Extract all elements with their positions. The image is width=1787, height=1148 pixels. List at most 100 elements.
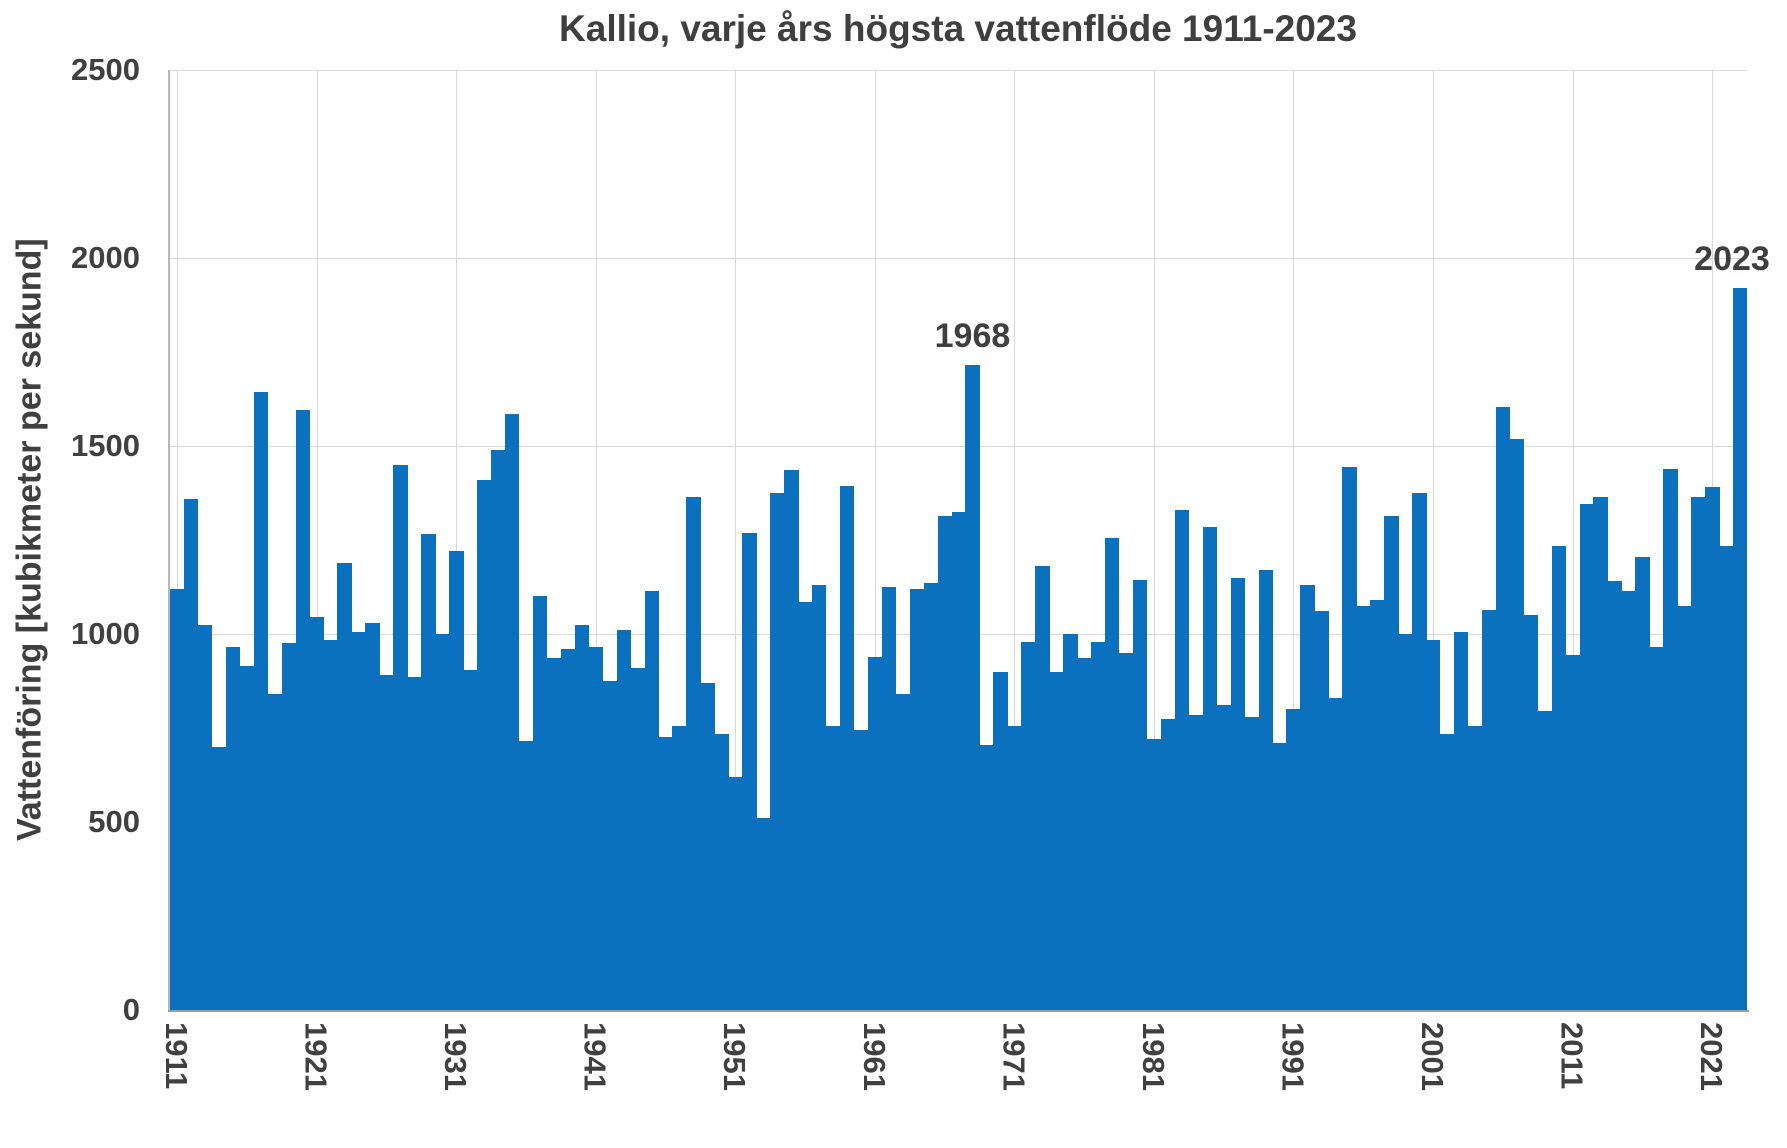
bar-1974 [1049, 671, 1064, 1010]
x-tick-label-1991: 1991 [1275, 1022, 1311, 1091]
bar-1939 [560, 649, 576, 1010]
bar-1961 [867, 656, 883, 1010]
y-axis-title: Vattenföring [kubikmeter per sekund] [10, 238, 49, 842]
bar-2015 [1621, 590, 1636, 1010]
annotation-1968: 1968 [934, 317, 1011, 356]
bar-1989 [1258, 570, 1273, 1010]
x-tick-label-1921: 1921 [298, 1022, 334, 1091]
x-tick-label-1981: 1981 [1135, 1022, 1171, 1091]
annotation-2023: 2023 [1694, 240, 1770, 279]
bar-1997 [1370, 600, 1385, 1010]
bar-1954 [770, 493, 785, 1010]
bar-2008 [1523, 615, 1539, 1010]
bar-1912 [183, 498, 199, 1010]
bar-1977 [1091, 641, 1106, 1010]
bar-1981 [1146, 739, 1162, 1010]
bar-2007 [1509, 438, 1525, 1010]
bar-1926 [379, 675, 394, 1010]
bar-1929 [421, 534, 436, 1010]
bar-2005 [1481, 609, 1497, 1010]
bar-1985 [1202, 526, 1218, 1010]
x-tick-label-1971: 1971 [996, 1022, 1032, 1091]
bar-1934 [490, 449, 506, 1010]
bar-2023 [1733, 288, 1748, 1010]
bar-1972 [1021, 641, 1036, 1010]
gridline-v-2001 [1433, 70, 1434, 1010]
bar-1979 [1118, 652, 1134, 1010]
bar-2019 [1677, 605, 1692, 1010]
bar-1935 [504, 414, 520, 1010]
bar-2016 [1635, 556, 1650, 1010]
bar-2014 [1607, 581, 1622, 1010]
bar-2012 [1579, 504, 1594, 1010]
bar-1950 [714, 733, 729, 1010]
bar-1984 [1188, 714, 1204, 1010]
bar-1914 [211, 746, 227, 1010]
x-tick-label-2001: 2001 [1414, 1022, 1450, 1091]
bar-1947 [672, 726, 687, 1010]
bar-1966 [937, 515, 953, 1010]
x-tick-label-1911: 1911 [158, 1022, 194, 1090]
bar-1923 [337, 562, 352, 1010]
gridline-v-1971 [1014, 70, 1016, 1010]
bar-2003 [1453, 632, 1469, 1010]
x-tick-label-1961: 1961 [856, 1022, 892, 1091]
y-tick-label-0: 0 [122, 992, 140, 1027]
bar-1975 [1063, 634, 1078, 1010]
bar-1940 [574, 624, 590, 1010]
bar-2021 [1705, 487, 1720, 1010]
gridline-h-2000 [170, 258, 1747, 259]
bar-1960 [853, 729, 869, 1010]
bar-1913 [197, 624, 213, 1010]
bar-1965 [923, 583, 939, 1010]
bar-1955 [784, 470, 799, 1010]
gridline-h-1500 [170, 446, 1747, 447]
bar-1953 [756, 818, 771, 1010]
bar-1949 [700, 682, 715, 1010]
bar-1973 [1035, 566, 1050, 1010]
gridline-h-2500 [170, 70, 1747, 71]
bar-1971 [1007, 726, 1022, 1010]
bar-1958 [825, 726, 841, 1010]
x-tick-label-1941: 1941 [577, 1022, 613, 1091]
bar-1944 [630, 667, 645, 1010]
bar-1938 [546, 658, 562, 1010]
bar-1936 [518, 741, 534, 1010]
y-tick-label-2500: 2500 [71, 52, 140, 87]
bar-1995 [1342, 466, 1357, 1010]
bar-1983 [1174, 509, 1190, 1010]
bar-1956 [798, 602, 813, 1010]
bar-1925 [365, 622, 380, 1010]
gridline-v-2011 [1572, 70, 1574, 1010]
bar-1942 [602, 681, 618, 1010]
bar-1978 [1105, 538, 1120, 1010]
bar-1930 [435, 634, 450, 1010]
bar-1970 [993, 671, 1008, 1010]
bar-1952 [742, 532, 757, 1010]
bar-1931 [449, 551, 464, 1010]
bar-1951 [728, 776, 743, 1010]
gridline-v-1921 [316, 70, 318, 1010]
bar-1957 [811, 585, 827, 1010]
bar-2001 [1426, 639, 1441, 1010]
bar-1969 [979, 744, 994, 1010]
bar-1967 [951, 511, 966, 1010]
bar-2018 [1663, 468, 1678, 1010]
bar-2011 [1565, 654, 1581, 1010]
gridline-v-1931 [456, 70, 458, 1010]
gridline-v-1991 [1293, 70, 1295, 1010]
bar-1962 [881, 587, 897, 1010]
y-tick-label-500: 500 [88, 804, 140, 839]
bar-1918 [267, 694, 283, 1010]
bar-1992 [1300, 585, 1315, 1010]
x-tick-label-2011: 2011 [1554, 1022, 1590, 1090]
bar-2017 [1649, 647, 1664, 1010]
bar-1937 [532, 596, 548, 1010]
bar-2013 [1593, 496, 1608, 1010]
y-axis-line [168, 70, 170, 1010]
bar-1927 [393, 464, 408, 1010]
bar-1922 [323, 639, 338, 1010]
bar-1928 [407, 677, 422, 1010]
gridline-v-1911 [177, 70, 178, 1010]
bar-2000 [1412, 493, 1427, 1010]
